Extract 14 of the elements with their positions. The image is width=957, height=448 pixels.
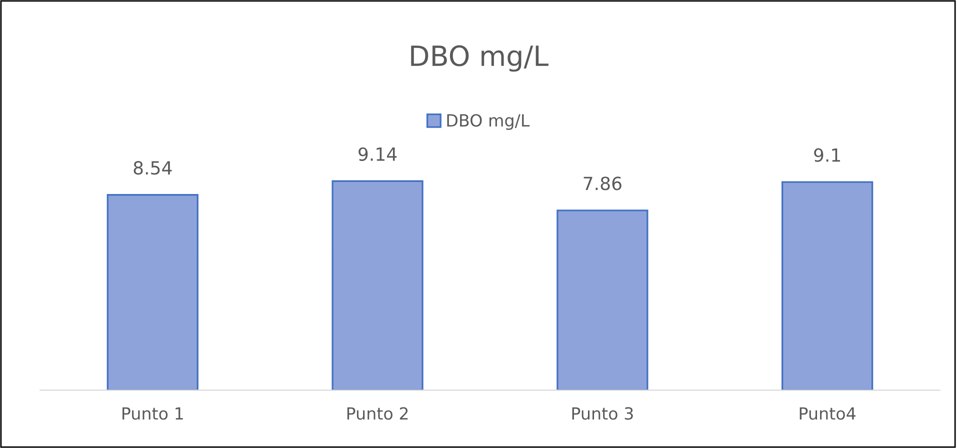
bar: [106, 194, 198, 390]
bar: [332, 180, 424, 390]
data-label: 9.14: [358, 147, 397, 161]
x-tick-label: Punto 3: [572, 407, 633, 420]
x-tick-label: Punto 2: [347, 407, 408, 420]
data-label: 8.54: [134, 161, 172, 175]
legend-label: DBO mg/L: [447, 114, 530, 130]
x-tick-label: Punto 1: [122, 407, 183, 420]
data-label: 7.86: [584, 176, 622, 190]
x-tick-label: Punto4: [800, 407, 856, 420]
data-label: 9.1: [814, 148, 840, 162]
bar: [556, 210, 648, 390]
chart-title: DBO mg/L: [411, 45, 548, 72]
bar: [782, 181, 874, 390]
